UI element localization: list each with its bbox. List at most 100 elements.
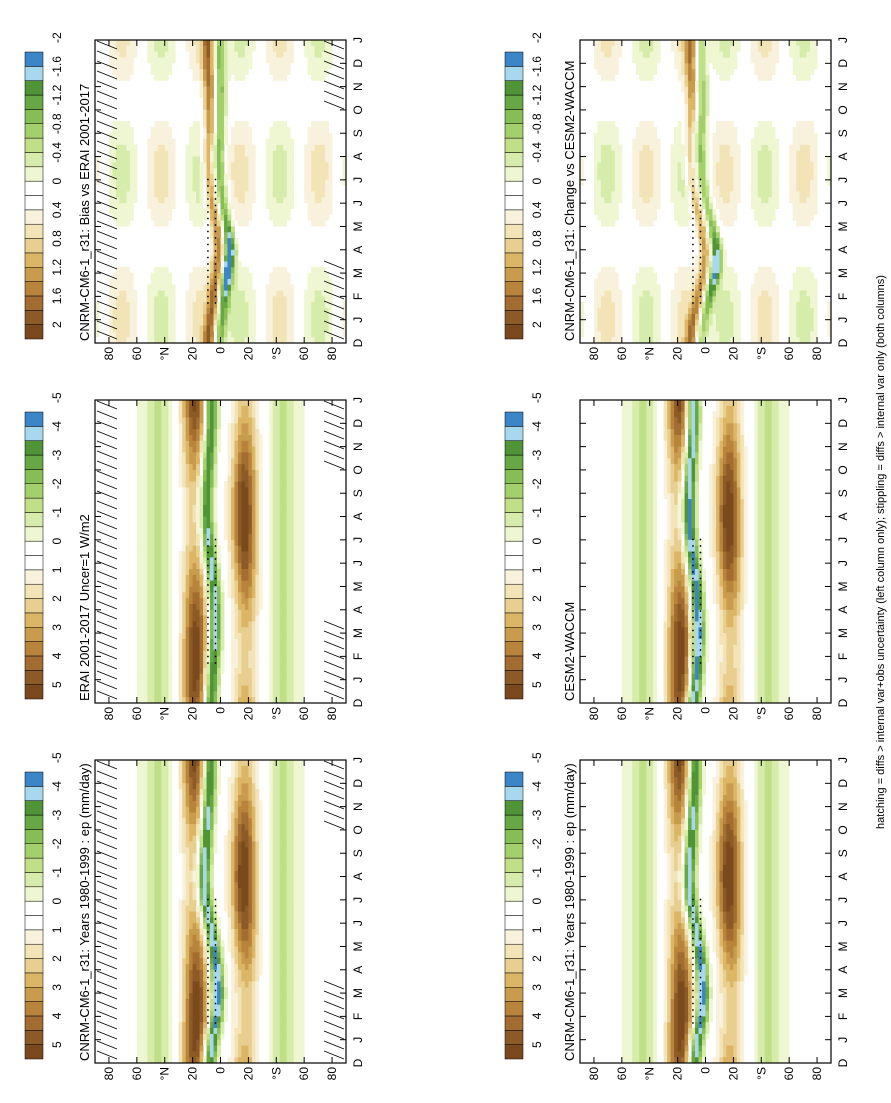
- heatmap-cell: [290, 539, 295, 546]
- heatmap-cell: [223, 1004, 228, 1011]
- hatch-line: [96, 580, 118, 590]
- heatmap-cell: [300, 521, 305, 529]
- heatmap-cell: [147, 771, 152, 778]
- heatmap-cell: [251, 1039, 256, 1046]
- heatmap-cell: [297, 615, 302, 622]
- heatmap-cell: [189, 481, 194, 488]
- heatmap-cell: [140, 800, 145, 807]
- heatmap-cell: [230, 615, 235, 622]
- heatmap-cell: [196, 521, 200, 529]
- heatmap-cell: [286, 330, 291, 338]
- heatmap-cell: [237, 696, 242, 703]
- heatmap-cell: [300, 905, 305, 912]
- heatmap-cell: [223, 876, 228, 883]
- heatmap-cell: [213, 533, 218, 540]
- heatmap-cell: [136, 422, 141, 430]
- heatmap-cell: [276, 893, 281, 900]
- heatmap-cell: [164, 887, 169, 895]
- heatmap-cell: [182, 1004, 187, 1011]
- heatmap-cell: [290, 981, 295, 988]
- heatmap-cell: [269, 556, 274, 564]
- heatmap-cell: [143, 521, 148, 529]
- heatmap-cell: [244, 998, 249, 1005]
- heatmap-cell: [164, 399, 169, 406]
- heatmap-cell: [150, 597, 155, 604]
- heatmap-cell: [199, 650, 204, 657]
- heatmap-cell: [182, 667, 187, 674]
- heatmap-cell: [157, 806, 162, 813]
- heatmap-cell: [178, 556, 183, 564]
- heatmap-cell: [286, 1033, 291, 1040]
- heatmap-cell: [286, 829, 291, 836]
- heatmap-cell: [136, 911, 141, 918]
- heatmap-cell: [143, 650, 148, 657]
- heatmap-cell: [161, 1021, 166, 1029]
- heatmap-cell: [203, 1027, 207, 1034]
- hatch-line: [323, 680, 345, 690]
- heatmap-cell: [297, 603, 302, 610]
- heatmap-cell: [283, 911, 288, 918]
- heatmap-cell: [276, 899, 281, 906]
- heatmap-cell: [189, 615, 194, 622]
- heatmap-cell: [164, 498, 169, 505]
- heatmap-cell: [168, 638, 173, 645]
- heatmap-cell: [140, 765, 145, 772]
- heatmap-cell: [147, 533, 152, 540]
- heatmap-cell: [286, 969, 291, 976]
- heatmap-cell: [230, 759, 235, 766]
- heatmap-cell: [258, 858, 263, 865]
- heatmap-cell: [154, 551, 159, 558]
- heatmap-cell: [248, 946, 253, 953]
- heatmap-cell: [199, 800, 204, 807]
- heatmap-cell: [182, 673, 187, 680]
- heatmap-cell: [283, 463, 288, 470]
- colorbar-cell: [24, 886, 44, 902]
- heatmap-cell: [244, 422, 249, 430]
- heatmap-cell: [217, 325, 221, 332]
- heatmap-cell: [164, 580, 169, 587]
- heatmap-cell: [161, 301, 166, 309]
- heatmap-cell: [196, 417, 200, 424]
- heatmap-cell: [199, 551, 204, 558]
- heatmap-cell: [192, 788, 197, 795]
- heatmap-cell: [255, 667, 260, 674]
- heatmap-cell: [185, 609, 190, 616]
- heatmap-cell: [182, 835, 187, 842]
- stipple-dot: [214, 957, 217, 959]
- heatmap-cell: [147, 469, 152, 476]
- heatmap-cell: [244, 858, 249, 865]
- heatmap-cell: [227, 586, 232, 593]
- heatmap-cell: [227, 527, 232, 535]
- heatmap-cell: [220, 981, 225, 988]
- heatmap-cell: [161, 440, 166, 447]
- heatmap-cell: [241, 759, 246, 766]
- heatmap-cell: [276, 963, 281, 970]
- heatmap-cell: [269, 597, 274, 604]
- heatmap-cell: [157, 597, 162, 604]
- heatmap-cell: [199, 562, 204, 569]
- heatmap-cell: [279, 586, 284, 593]
- heatmap-cell: [136, 399, 141, 406]
- heatmap-cell: [196, 319, 200, 326]
- heatmap-cell: [293, 1021, 298, 1029]
- heatmap-cell: [147, 655, 152, 663]
- heatmap-cell: [279, 841, 284, 848]
- heatmap-cell: [164, 586, 169, 593]
- heatmap-cell: [213, 417, 218, 424]
- heatmap-cell: [237, 609, 242, 616]
- heatmap-cell: [220, 319, 225, 326]
- heatmap-cell: [203, 957, 207, 964]
- heatmap-cell: [150, 887, 155, 895]
- heatmap-cell: [185, 870, 190, 877]
- heatmap-cell: [150, 969, 155, 976]
- heatmap-cell: [237, 568, 242, 575]
- heatmap-cell: [192, 487, 197, 494]
- heatmap-cell: [140, 638, 145, 645]
- heatmap-cell: [237, 504, 242, 511]
- heatmap-cell: [251, 539, 256, 546]
- heatmap-cell: [143, 1004, 148, 1011]
- heatmap-cell: [297, 655, 302, 663]
- heatmap-cell: [220, 586, 225, 593]
- heatmap-cell: [251, 771, 256, 778]
- heatmap-cell: [283, 806, 288, 813]
